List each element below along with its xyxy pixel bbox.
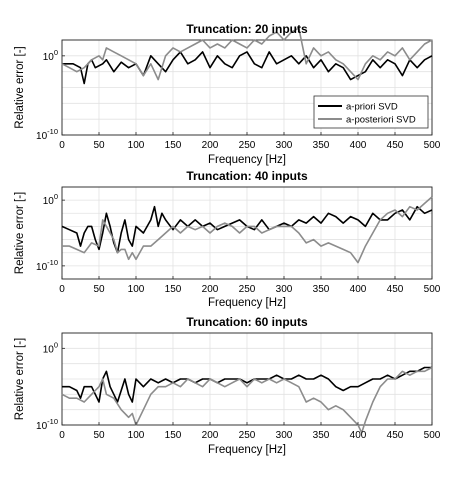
series-line-aposteriori-3 (61, 366, 433, 434)
x-tick-label: 200 (202, 284, 219, 295)
legend-box (313, 95, 429, 129)
x-tick-label: 100 (128, 140, 145, 151)
x-tick-label: 300 (276, 284, 293, 295)
x-tick-label: 250 (239, 284, 256, 295)
y-tick-label: 100 (43, 340, 58, 355)
x-axis-label-3: Frequency [Hz] (208, 444, 286, 456)
x-tick-label: 0 (59, 430, 65, 441)
x-tick-label: 200 (202, 140, 219, 151)
y-tick-label: 10-10 (36, 127, 58, 142)
x-tick-label: 50 (93, 284, 105, 295)
x-tick-label: 100 (128, 430, 145, 441)
x-tick-label: 500 (424, 140, 441, 151)
x-tick-label: 150 (165, 284, 182, 295)
x-tick-label: 200 (202, 430, 219, 441)
x-tick-label: 400 (350, 284, 367, 295)
chart-title-2: Truncation: 40 inputs (186, 169, 308, 183)
x-tick-label: 350 (313, 430, 330, 441)
x-tick-label: 400 (350, 430, 367, 441)
x-tick-label: 500 (424, 430, 441, 441)
chart-title-3: Truncation: 60 inputs (186, 315, 308, 329)
series-line-apriori-3 (62, 366, 432, 403)
x-tick-label: 100 (128, 284, 145, 295)
x-tick-label: 500 (424, 284, 441, 295)
x-tick-label: 250 (239, 430, 256, 441)
y-tick-label: 100 (43, 192, 58, 207)
x-tick-label: 150 (165, 430, 182, 441)
x-tick-label: 300 (276, 140, 293, 151)
x-axis-label-1: Frequency [Hz] (208, 154, 286, 166)
x-tick-label: 150 (165, 140, 182, 151)
series-line-apriori-1 (62, 51, 433, 85)
y-axis-label-3: Relative error [-] (14, 338, 26, 420)
y-axis-label-1: Relative error [-] (14, 46, 26, 128)
x-tick-label: 0 (59, 140, 65, 151)
legend-label-aposteriori: a-posteriori SVD (346, 115, 416, 126)
x-tick-label: 400 (350, 140, 367, 151)
legend-label-apriori: a-priori SVD (346, 102, 398, 113)
x-tick-label: 350 (313, 284, 330, 295)
y-tick-label: 10-10 (36, 258, 58, 273)
x-tick-label: 0 (59, 284, 65, 295)
x-tick-label: 250 (239, 140, 256, 151)
x-tick-label: 50 (93, 140, 105, 151)
x-tick-label: 450 (387, 430, 404, 441)
x-tick-label: 450 (387, 284, 404, 295)
x-tick-label: 350 (313, 140, 330, 151)
x-tick-label: 50 (93, 430, 105, 441)
x-axis-label-2: Frequency [Hz] (208, 297, 286, 309)
y-axis-label-2: Relative error [-] (14, 192, 26, 274)
series-line-aposteriori-1 (61, 27, 433, 81)
x-tick-label: 300 (276, 430, 293, 441)
series-line-aposteriori-2 (62, 196, 433, 264)
series-line-apriori-2 (61, 205, 433, 254)
y-tick-label: 100 (43, 48, 58, 63)
y-tick-label: 10-10 (36, 417, 58, 432)
x-tick-label: 450 (387, 140, 404, 151)
chart-title-1: Truncation: 20 inputs (186, 22, 308, 36)
